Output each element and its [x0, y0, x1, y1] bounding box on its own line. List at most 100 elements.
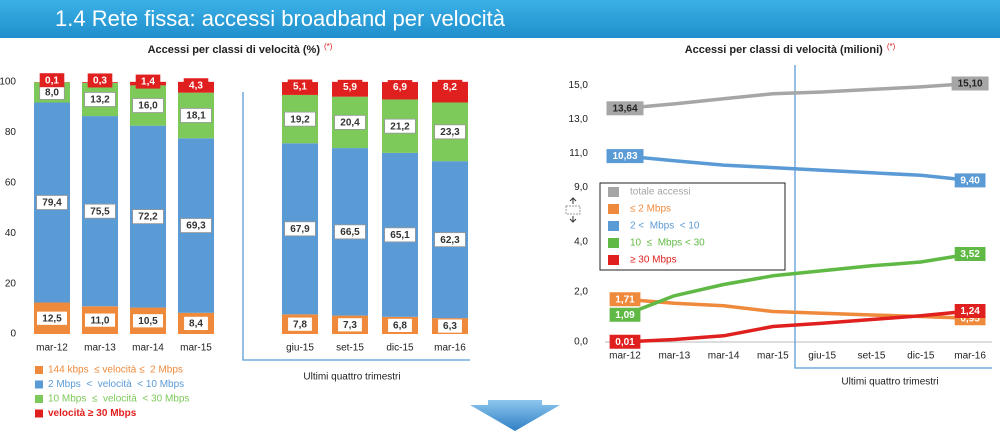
y-tick-label: 2,0	[574, 287, 588, 298]
legend-swatch	[608, 187, 619, 197]
value-label-bg	[434, 232, 466, 248]
series-line	[624, 81, 971, 111]
value-label: 75,5	[90, 206, 110, 217]
value-label: 8,4	[189, 319, 203, 330]
value-label-bg	[84, 92, 116, 107]
legend-swatch	[35, 366, 43, 374]
value-label-bg	[606, 149, 644, 164]
y-tick-label: 13,0	[569, 114, 589, 125]
value-label: 1,09	[615, 310, 635, 321]
chart-title: Accessi per classi di velocità (milioni)…	[685, 42, 896, 56]
value-label: 1,24	[960, 306, 980, 317]
value-label-bg	[334, 224, 366, 240]
legend-swatch	[608, 238, 619, 248]
legend-label: 2 Mbps < velocità < 10 Mbps	[48, 379, 184, 390]
value-label: 72,2	[138, 212, 158, 223]
value-label-bg	[84, 312, 116, 328]
x-tick-label: mar-15	[757, 351, 789, 362]
value-label: 5,9	[343, 82, 357, 93]
x-tick-label: mar-15	[180, 343, 212, 354]
value-label: 1,4	[141, 77, 155, 88]
value-label: 10,5	[138, 316, 158, 327]
axis-break-icon	[565, 197, 581, 223]
value-label-bg	[337, 317, 363, 333]
x-tick-label: mar-12	[609, 351, 641, 362]
legend-label: 144 kbps ≤ velocità ≤ 2 Mbps	[48, 365, 183, 376]
legend-label: 2 < Mbps < 10	[630, 221, 700, 232]
x-tick-label: mar-16	[954, 351, 986, 362]
x-tick-label: set-15	[336, 343, 364, 354]
series-line	[624, 154, 971, 183]
legend-label: 10 ≤ Mbps < 30	[630, 238, 705, 249]
value-label-bg	[87, 73, 113, 88]
value-label: 9,40	[960, 176, 980, 187]
x-tick-label: mar-14	[708, 351, 740, 362]
legend-label: totale accessi	[630, 187, 691, 198]
x-tick-label: giu-15	[808, 351, 836, 362]
value-label: 7,8	[293, 319, 307, 330]
x-tick-label: giu-15	[286, 343, 314, 354]
annotation: Ultimi quattro trimestri	[303, 372, 400, 383]
chart-title-text: Accessi per classi di velocità (milioni)	[685, 44, 883, 56]
value-label: 12,5	[42, 313, 62, 324]
y-tick-label: 11,0	[569, 148, 588, 159]
legend-swatch	[608, 255, 619, 265]
value-label-bg	[951, 76, 989, 91]
value-label: 3,52	[960, 249, 980, 260]
value-label: 6,9	[393, 82, 407, 93]
value-label: 16,0	[138, 101, 158, 112]
period-separator	[242, 92, 470, 361]
value-label-bg	[387, 318, 413, 333]
title-note: (*)	[324, 42, 333, 51]
x-tick-label: mar-13	[84, 343, 116, 354]
value-label: 0,95	[960, 313, 980, 324]
value-label: 10,83	[612, 151, 637, 162]
y-tick-label: 0	[10, 329, 16, 340]
value-label-bg	[337, 79, 363, 94]
value-label: 23,3	[440, 127, 460, 138]
value-label: 7,3	[343, 320, 357, 331]
value-label-bg	[954, 173, 986, 188]
value-label-bg	[609, 334, 641, 349]
legend-box	[599, 182, 786, 271]
value-label: 11,0	[91, 315, 110, 326]
series-line	[624, 252, 971, 317]
value-label: 13,2	[90, 95, 110, 106]
y-tick-label: 0,0	[574, 337, 588, 348]
value-label-bg	[437, 79, 463, 94]
charts: Accessi per classi di velocità (%) (*)020…	[0, 42, 989, 419]
value-label: 4,3	[189, 80, 203, 91]
value-label-bg	[287, 79, 313, 94]
value-label: 18,1	[186, 111, 206, 122]
legend-swatch	[608, 221, 619, 231]
x-tick-label: mar-16	[434, 343, 466, 354]
y-tick-label: 80	[5, 127, 17, 138]
value-label-bg	[387, 80, 413, 95]
value-label: 65,1	[390, 230, 410, 241]
value-label-bg	[384, 227, 416, 243]
value-label: 21,2	[390, 121, 410, 132]
x-tick-label: dic-15	[907, 351, 935, 362]
value-label-bg	[437, 318, 463, 334]
value-label: 79,4	[42, 198, 62, 209]
chart-title-text: Accessi per classi di velocità (%)	[148, 44, 321, 56]
legend-swatch	[35, 380, 43, 389]
value-label-bg	[183, 78, 209, 93]
value-label-bg	[954, 304, 986, 318]
value-label-bg	[287, 316, 313, 332]
y-tick-label: 100	[0, 77, 16, 88]
value-label-bg	[180, 218, 212, 233]
value-label-bg	[135, 74, 161, 89]
value-label: 19,2	[290, 114, 310, 125]
value-label-bg	[180, 108, 212, 123]
value-label-bg	[132, 98, 164, 113]
y-tick-label: 15,0	[569, 80, 589, 91]
y-tick-label: 40	[5, 228, 17, 239]
period-separator	[794, 65, 992, 369]
header-band	[0, 0, 1000, 38]
value-label-bg	[609, 307, 641, 322]
value-label: 0,01	[615, 337, 635, 348]
value-label-bg	[606, 101, 644, 116]
y-tick-label: 9,0	[574, 182, 588, 193]
